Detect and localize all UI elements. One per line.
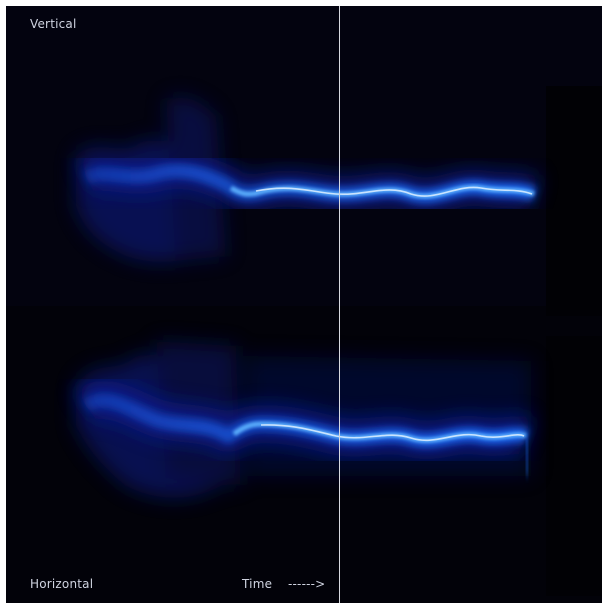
- horizontal-panel-tail: [546, 336, 602, 596]
- horizontal-channel-label: Horizontal: [30, 577, 94, 591]
- horizontal-trace: [74, 341, 534, 498]
- spectrogram-viewer: Vertical Horizontal Time ------>: [6, 6, 602, 603]
- time-axis-label: Time: [242, 577, 273, 591]
- vertical-trace: [76, 96, 540, 262]
- spectrogram-canvas[interactable]: [6, 6, 602, 603]
- time-cursor-line[interactable]: [339, 6, 340, 603]
- time-arrow-icon: ------>: [288, 577, 326, 591]
- vertical-channel-label: Vertical: [30, 17, 77, 31]
- vertical-panel-tail: [546, 86, 602, 316]
